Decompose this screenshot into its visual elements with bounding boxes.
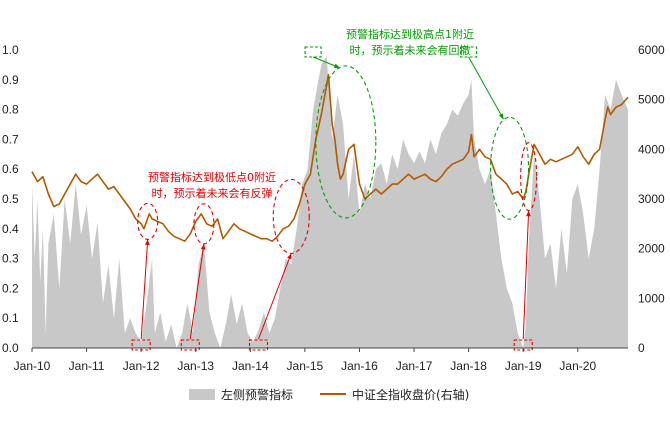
left-axis-tick-label: 0.8 [2,103,19,117]
low-point-marker [513,339,533,351]
x-axis-tick-label: Jan-19 [505,359,542,373]
legend-label-warning-indicator: 左侧预警指标 [221,387,293,402]
high-point-marker [304,46,322,58]
index-price-line-path [31,74,629,242]
index-price-line [31,74,629,242]
rebound-ellipse [137,202,159,240]
highlight-markers [131,46,538,351]
annotation-low: 预警指标达到极低点0附近 时，预示着未来会有反弹 [148,170,276,200]
right-axis-tick-label: 5000 [638,93,665,107]
left-axis-tick-label: 0.0 [2,341,19,355]
low-point-marker [248,339,269,351]
left-axis-tick-label: 0.4 [2,222,19,236]
x-axis-tick-label: Jan-18 [450,359,487,373]
arrow-head [498,113,504,120]
annotation-high: 预警指标达到极高点1附近 时，预示着未来会有回撤 [346,27,474,57]
legend-label-index-price: 中证全指收盘价(右轴) [352,387,469,402]
annotation-high-line-2: 时，预示着未来会有回撤 [350,43,471,57]
x-axis-tick-label: Jan-10 [14,359,51,373]
right-axis-tick-label: 1000 [638,291,665,305]
x-axis-tick-label: Jan-15 [287,359,324,373]
right-axis-tick-label: 2000 [638,242,665,256]
arrow-line [468,56,505,120]
warning-indicator-area [32,56,628,348]
low-point-marker [131,339,151,351]
x-axis-tick-label: Jan-17 [396,359,433,373]
right-axis-tick-label: 3000 [638,192,665,206]
warning-indicator-area-shape [32,56,628,348]
arrow-head [333,63,340,68]
arrow-line [140,239,149,340]
left-axis-tick-label: 1.0 [2,43,19,57]
legend: 左侧预警指标 中证全指收盘价(右轴) [189,387,469,402]
x-axis-tick-label: Jan-13 [177,359,214,373]
chart-axes: 0.0 0.1 0.2 0.3 0.4 0.5 0.6 0.7 0.8 0.9 1.0 0 1000 20… [2,43,665,373]
high-point-marker [460,46,478,58]
arrow-head [145,239,150,246]
arrow-head [200,243,206,250]
left-axis-tick-label: 0.2 [2,281,19,295]
left-axis-tick-label: 0.5 [2,192,19,206]
arrow-head [287,253,292,260]
left-axis-tick-label: 0.9 [2,73,19,87]
right-axis-tick-label: 4000 [638,142,665,156]
left-axis-tick-label: 0.1 [2,311,19,325]
x-axis-tick-label: Jan-16 [341,359,378,373]
right-axis-tick-label: 6000 [638,43,665,57]
arrow-line [189,243,205,340]
x-axis-tick-label: Jan-12 [123,359,160,373]
annotation-low-line-1: 预警指标达到极低点0附近 [148,170,276,184]
legend-swatch-warning-indicator [189,389,215,400]
left-axis-tick-label: 0.6 [2,162,19,176]
low-point-marker [180,339,200,351]
arrow-line [522,210,530,340]
x-axis-tick-label: Jan-20 [559,359,596,373]
annotation-low-line-2: 时，预示着未来会有反弹 [152,186,273,200]
rebound-ellipse [193,203,215,245]
x-axis-tick-label: Jan-11 [69,359,105,373]
arrow-line [258,253,292,340]
annotation-high-line-1: 预警指标达到极高点1附近 [346,27,474,41]
left-axis-tick-label: 0.7 [2,132,19,146]
arrow-head [526,210,531,217]
pullback-ellipse [490,116,530,220]
left-axis-tick-label: 0.3 [2,252,19,266]
x-axis-tick-label: Jan-14 [232,359,269,373]
right-axis-tick-label: 0 [638,341,645,355]
pullback-ellipse [315,65,377,219]
